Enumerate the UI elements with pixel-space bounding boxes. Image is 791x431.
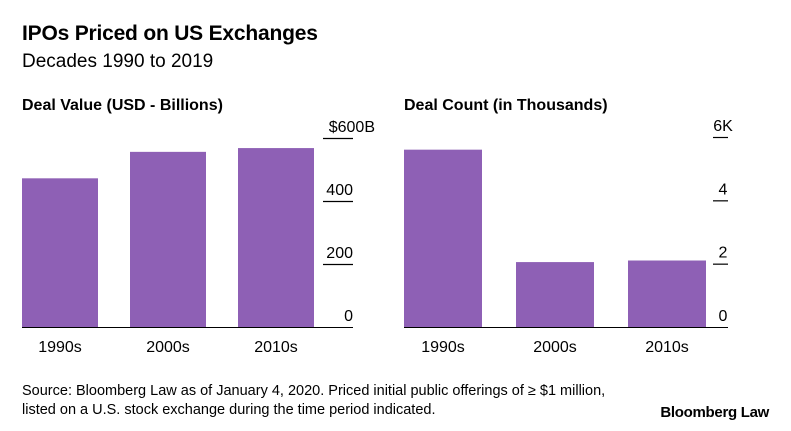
- chart-title: IPOs Priced on US Exchanges: [22, 22, 318, 45]
- category-label: 1990s: [421, 339, 465, 356]
- y-tick-label: $600B: [329, 119, 375, 136]
- brand-logo: Bloomberg Law: [660, 404, 769, 421]
- bar-1990s: [404, 149, 482, 327]
- deal-count-panel: Deal Count (in Thousands) 1990s 2000s 2010s…: [404, 97, 733, 356]
- y-tick-label: 2: [719, 245, 728, 262]
- deal-value-panel: Deal Value (USD - Billions) 1990s 2000s 201…: [22, 97, 375, 356]
- chart-subtitle: Decades 1990 to 2019: [22, 51, 214, 72]
- panel-title: Deal Value (USD - Billions): [22, 97, 223, 114]
- panel-title: Deal Count (in Thousands): [404, 97, 608, 114]
- source-note: Source: Bloomberg Law as of January 4, 2…: [22, 383, 606, 418]
- bar-1990s: [22, 178, 98, 327]
- category-label: 2010s: [645, 339, 689, 356]
- category-label: 2000s: [146, 339, 190, 356]
- y-tick-label: 200: [326, 245, 353, 262]
- bar-2000s: [130, 151, 206, 327]
- category-label: 1990s: [38, 339, 82, 356]
- y-tick-label: 0: [344, 308, 353, 325]
- bar-2010s: [238, 148, 314, 327]
- bar-2000s: [516, 262, 594, 327]
- bar-2010s: [628, 260, 706, 327]
- category-label: 2010s: [254, 339, 298, 356]
- category-label: 2000s: [533, 339, 577, 356]
- y-tick-label: 4: [719, 181, 728, 198]
- y-tick-label: 0: [719, 308, 728, 325]
- y-tick-label: 6K: [713, 118, 733, 135]
- y-tick-label: 400: [326, 182, 353, 199]
